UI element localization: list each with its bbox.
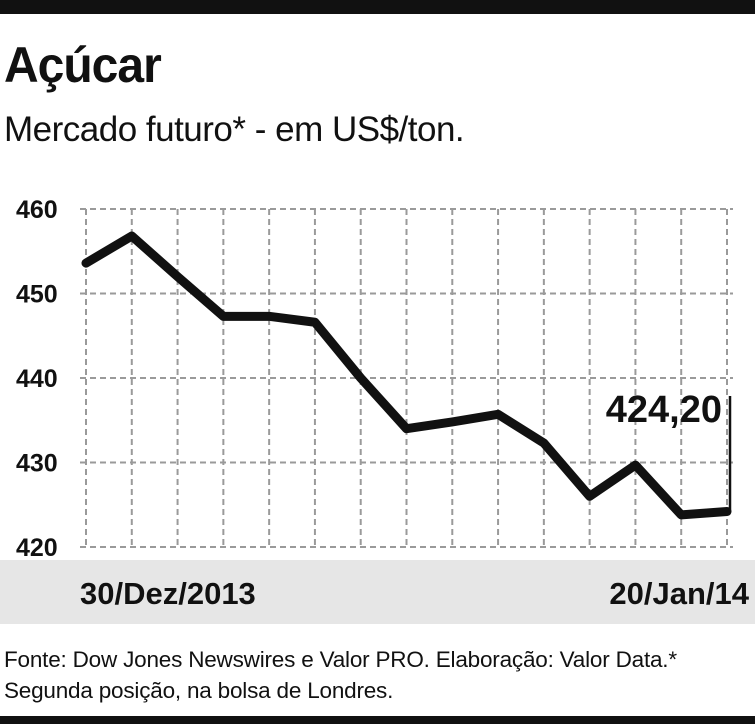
top-rule	[0, 0, 755, 14]
y-tick-label: 450	[16, 281, 58, 309]
x-axis-end-label: 20/Jan/14	[609, 576, 749, 611]
annotation-value-label: 424,20	[606, 389, 722, 431]
y-tick-label: 440	[16, 365, 58, 393]
chart-annotation: 424,20	[606, 389, 732, 512]
bottom-rule	[0, 716, 755, 724]
x-axis-start-label: 30/Dez/2013	[80, 576, 256, 611]
y-tick-label: 430	[16, 450, 58, 478]
line-chart: 420 430 440 450 460 424,20	[16, 196, 733, 560]
x-axis-band	[0, 560, 755, 624]
y-tick-label: 460	[16, 196, 58, 224]
y-tick-label: 420	[16, 534, 58, 560]
chart-grid	[80, 208, 733, 548]
source-note: Fonte: Dow Jones Newswires e Valor PRO. …	[4, 647, 677, 703]
chart-series	[81, 231, 732, 520]
chart-subtitle: Mercado futuro* - em US$/ton.	[4, 110, 465, 149]
chart-title: Açúcar	[4, 37, 162, 94]
y-axis-ticks: 420 430 440 450 460	[16, 196, 58, 560]
